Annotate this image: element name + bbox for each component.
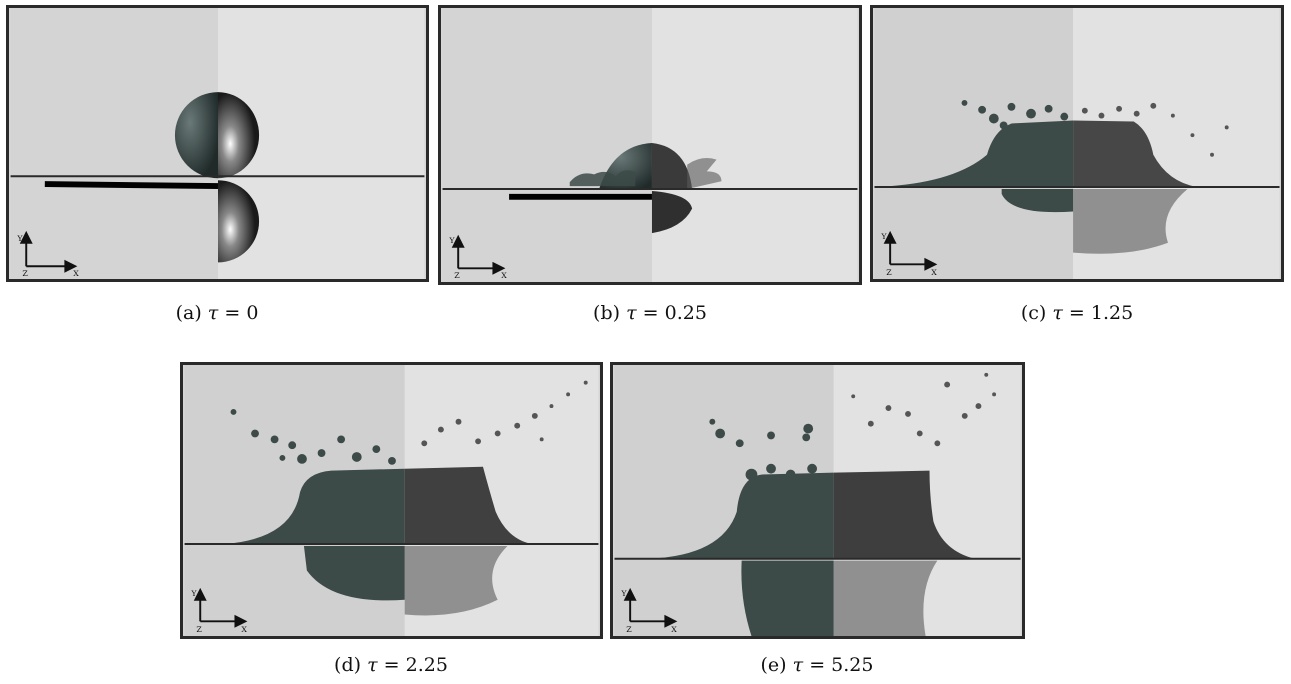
axis-y-label: Y: [620, 589, 627, 598]
caption-a: (a) τ = 0: [117, 302, 317, 324]
caption-c-eq: =: [1069, 302, 1085, 324]
panel-e-image: Y X Z: [613, 365, 1022, 636]
panel-d: Y X Z: [180, 362, 603, 639]
axis-y-label: Y: [16, 234, 23, 243]
caption-a-value: 0: [246, 302, 258, 324]
sim-background: [443, 8, 652, 282]
caption-e-label: (e): [761, 654, 787, 676]
axis-z-label: Z: [454, 271, 460, 280]
caption-b-label: (b): [593, 302, 620, 324]
axis-y-label: Y: [190, 589, 197, 598]
panel-a: Y X Z: [6, 5, 429, 282]
axis-y-label: Y: [448, 236, 455, 245]
axis-y-label: Y: [880, 232, 887, 241]
axis-z-label: Z: [196, 625, 202, 634]
panel-b-image: Y X Z: [441, 8, 859, 282]
panel-d-image: Y X Z: [183, 365, 600, 636]
axis-x-label: X: [73, 269, 79, 278]
reflection-exp: [834, 561, 938, 636]
caption-e-tau: τ: [793, 654, 804, 676]
caption-d-eq: =: [384, 654, 400, 676]
caption-a-eq: =: [224, 302, 240, 324]
panel-e: Y X Z: [610, 362, 1025, 639]
caption-b: (b) τ = 0.25: [550, 302, 750, 324]
caption-c-tau: τ: [1052, 302, 1063, 324]
scale-bar: [45, 184, 218, 186]
panel-c: Y X Z: [870, 5, 1284, 282]
exp-background: [652, 8, 858, 282]
caption-d: (d) τ = 2.25: [291, 654, 491, 676]
caption-b-tau: τ: [626, 302, 637, 324]
caption-b-eq: =: [643, 302, 659, 324]
caption-c-label: (c): [1021, 302, 1046, 324]
axis-z-label: Z: [886, 268, 892, 277]
axis-x-label: X: [671, 625, 677, 634]
panel-c-image: Y X Z: [873, 8, 1281, 279]
caption-d-label: (d): [334, 654, 361, 676]
caption-e: (e) τ = 5.25: [717, 654, 917, 676]
axis-z-label: Z: [626, 625, 632, 634]
caption-c-value: 1.25: [1091, 302, 1133, 324]
caption-e-value: 5.25: [831, 654, 873, 676]
panel-b: Y X Z: [438, 5, 862, 285]
caption-d-tau: τ: [367, 654, 378, 676]
caption-b-value: 0.25: [665, 302, 707, 324]
caption-a-label: (a): [176, 302, 202, 324]
axis-z-label: Z: [22, 269, 28, 278]
panel-a-image: Y X Z: [9, 8, 426, 279]
reflection-sim: [741, 561, 833, 636]
axis-x-label: X: [931, 268, 937, 277]
caption-d-value: 2.25: [406, 654, 448, 676]
caption-a-tau: τ: [208, 302, 219, 324]
caption-e-eq: =: [809, 654, 825, 676]
caption-c: (c) τ = 1.25: [977, 302, 1177, 324]
axis-x-label: X: [241, 625, 247, 634]
axis-x-label: X: [501, 271, 507, 280]
